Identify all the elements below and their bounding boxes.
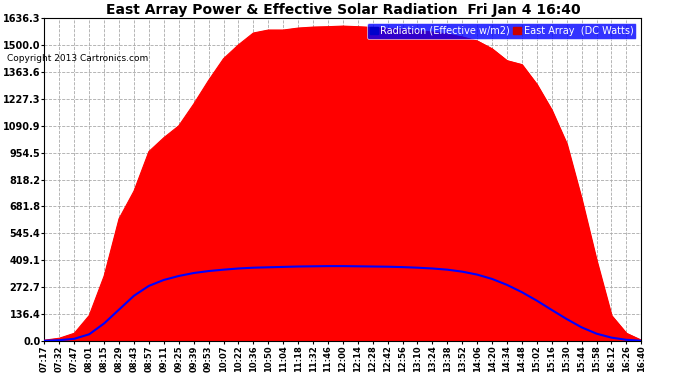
Text: Copyright 2013 Cartronics.com: Copyright 2013 Cartronics.com xyxy=(7,54,148,63)
Legend: Radiation (Effective w/m2), East Array  (DC Watts): Radiation (Effective w/m2), East Array (… xyxy=(367,23,636,39)
Title: East Array Power & Effective Solar Radiation  Fri Jan 4 16:40: East Array Power & Effective Solar Radia… xyxy=(106,3,580,17)
